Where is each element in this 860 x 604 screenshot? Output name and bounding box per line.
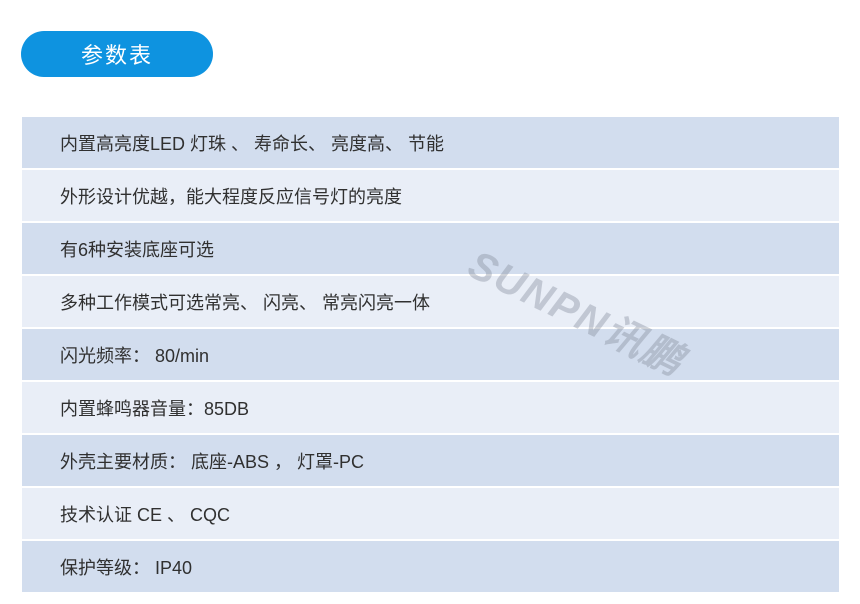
table-row: 技术认证 CE 、 CQC	[22, 488, 839, 539]
row-text: 内置高亮度LED 灯珠 、 寿命长、 亮度高、 节能	[60, 133, 445, 154]
row-text: 保护等级： IP40	[60, 557, 193, 578]
row-text: 技术认证 CE 、 CQC	[60, 504, 231, 525]
table-row: 闪光频率： 80/min	[22, 329, 839, 380]
table-row: 多种工作模式可选常亮、 闪亮、 常亮闪亮一体	[22, 276, 839, 327]
row-text: 内置蜂鸣器音量：85DB	[60, 398, 250, 419]
parameter-table: 内置高亮度LED 灯珠 、 寿命长、 亮度高、 节能 外形设计优越，能大程度反应信…	[22, 117, 839, 594]
table-row: 外形设计优越，能大程度反应信号灯的亮度	[22, 170, 839, 221]
table-row: 内置蜂鸣器音量：85DB	[22, 382, 839, 433]
table-row: 有6种安装底座可选	[22, 223, 839, 274]
row-text: 外壳主要材质： 底座-ABS ， 灯罩-PC	[60, 451, 365, 472]
row-text: 多种工作模式可选常亮、 闪亮、 常亮闪亮一体	[60, 292, 430, 313]
table-row: 外壳主要材质： 底座-ABS ， 灯罩-PC	[22, 435, 839, 486]
row-text: 外形设计优越，能大程度反应信号灯的亮度	[60, 186, 402, 207]
badge-label: 参数表	[80, 43, 153, 68]
row-text: 有6种安装底座可选	[60, 239, 215, 260]
table-row: 内置高亮度LED 灯珠 、 寿命长、 亮度高、 节能	[22, 117, 839, 168]
table-row: 保护等级： IP40	[22, 541, 839, 592]
parameter-table-badge: 参数表	[21, 31, 213, 77]
row-text: 闪光频率： 80/min	[60, 345, 210, 366]
